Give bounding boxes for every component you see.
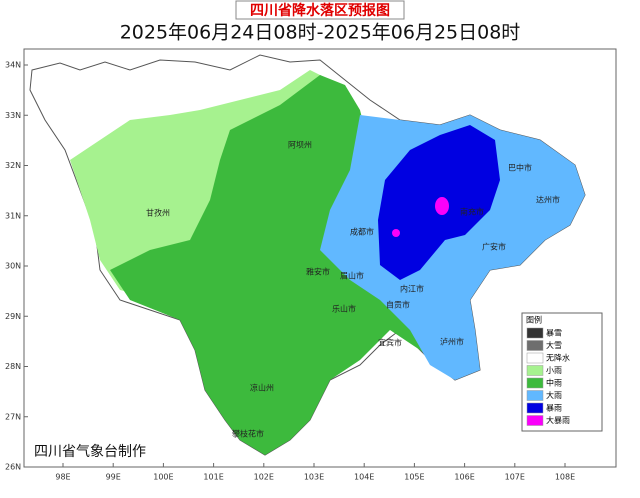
place-label: 雅安市 xyxy=(306,267,330,277)
title: 四川省降水落区预报图 xyxy=(250,2,390,19)
place-label: 广安市 xyxy=(482,242,506,252)
legend-label: 大暴雨 xyxy=(546,415,570,425)
lon-tick-label: 108E xyxy=(555,473,575,482)
place-label: 眉山市 xyxy=(340,271,364,281)
lat-tick-label: 32N xyxy=(5,161,21,170)
legend-swatch xyxy=(526,340,544,351)
place-label: 凉山州 xyxy=(250,383,274,393)
legend-label: 小雨 xyxy=(546,366,562,375)
lon-tick-label: 99E xyxy=(106,473,121,482)
place-label: 南充市 xyxy=(460,207,484,217)
lon-tick-label: 105E xyxy=(404,473,424,482)
legend-swatch xyxy=(526,415,544,426)
lon-tick-label: 106E xyxy=(454,473,474,482)
extreme-rain-spot xyxy=(435,197,449,215)
legend-swatch xyxy=(526,377,544,389)
credit: 四川省气象台制作 xyxy=(34,444,146,460)
lat-tick-label: 33N xyxy=(5,111,21,120)
lat-tick-label: 31N xyxy=(5,211,21,220)
subtitle: 2025年06月24日08时-2025年06月25日08时 xyxy=(120,22,521,44)
legend-label: 暴雪 xyxy=(546,329,562,338)
place-label: 成都市 xyxy=(350,227,374,237)
place-label: 巴中市 xyxy=(508,163,532,173)
lat-tick-label: 28N xyxy=(5,362,21,371)
place-label: 甘孜州 xyxy=(146,208,170,218)
legend-label: 无降水 xyxy=(546,353,570,363)
lon-tick-label: 100E xyxy=(153,473,173,482)
moderate-rain-area xyxy=(110,75,470,455)
place-label: 攀枝花市 xyxy=(232,429,264,439)
lat-tick-label: 26N xyxy=(5,463,21,472)
lon-tick-label: 98E xyxy=(55,473,70,482)
lat-tick-label: 30N xyxy=(5,262,21,271)
lon-tick-label: 107E xyxy=(505,473,525,482)
legend-swatch xyxy=(526,327,544,339)
place-label: 乐山市 xyxy=(332,304,356,314)
title-box xyxy=(235,0,405,20)
place-label: 达州市 xyxy=(536,195,560,205)
legend-swatch xyxy=(526,365,544,376)
place-label: 自贡市 xyxy=(386,300,410,310)
legend-label: 大雪 xyxy=(546,340,562,350)
lon-tick-label: 104E xyxy=(354,473,374,482)
legend-swatch xyxy=(526,352,544,364)
lon-tick-label: 101E xyxy=(203,473,223,482)
place-label: 阿坝州 xyxy=(288,141,312,150)
extreme-rain-spot xyxy=(392,229,400,237)
legend-label: 中雨 xyxy=(546,378,562,388)
lon-tick-label: 103E xyxy=(304,473,324,482)
place-label: 宜宾市 xyxy=(378,338,402,348)
legend-title: 图例 xyxy=(526,315,542,325)
legend-label: 暴雨 xyxy=(546,404,562,413)
legend-label: 大雨 xyxy=(546,390,562,400)
lon-tick-label: 102E xyxy=(254,473,274,482)
place-label: 泸州市 xyxy=(440,337,464,347)
lat-tick-label: 29N xyxy=(5,312,21,321)
lat-tick-label: 34N xyxy=(5,61,21,70)
legend-swatch xyxy=(526,390,544,401)
lat-tick-label: 27N xyxy=(5,412,21,421)
place-label: 内江市 xyxy=(400,284,424,294)
legend-swatch xyxy=(526,402,544,414)
